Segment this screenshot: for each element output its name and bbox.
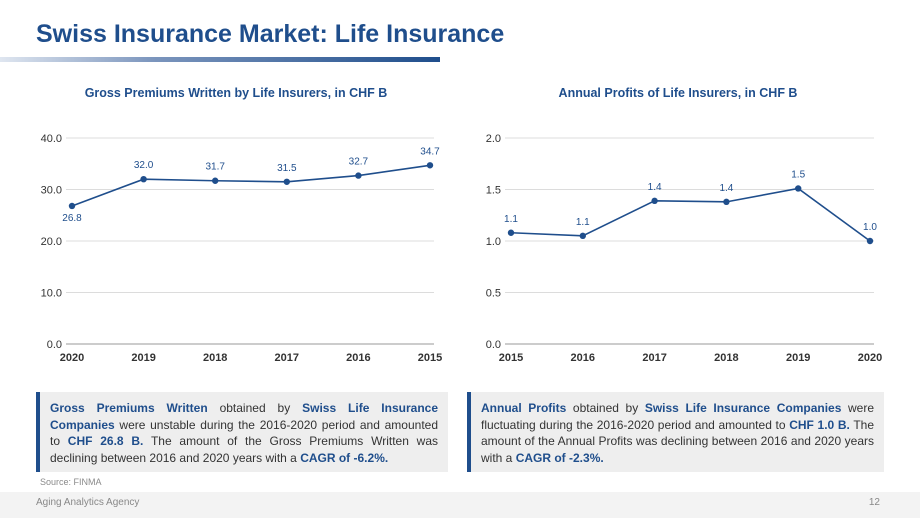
series-line: [510, 187, 871, 242]
note-term: Gross Premiums Written: [50, 401, 208, 415]
note-term: CAGR of -2.3%.: [515, 450, 604, 465]
data-point: [283, 178, 290, 185]
note-term: CHF 26.8 B.: [67, 434, 144, 448]
y-tick-label: 0.0: [486, 339, 501, 351]
y-tick-label: 2.0: [486, 133, 501, 145]
x-tick-label: 2020: [60, 352, 84, 364]
premiums-summary: Gross Premiums Written obtained by Swiss…: [36, 392, 448, 472]
x-tick-label: 2019: [786, 352, 810, 364]
note-text: The amount of the Annual Profits was dec…: [481, 417, 874, 465]
data-label: 31.5: [277, 163, 297, 174]
note-text: obtained by: [566, 401, 645, 415]
chart-title-profits: Annual Profits of Life Insurers, in CHF …: [558, 86, 798, 100]
y-tick-label: 40.0: [41, 133, 62, 145]
y-tick-label: 20.0: [41, 236, 62, 248]
data-label: 1.4: [648, 182, 662, 193]
note-term: CAGR of -6.2%.: [300, 450, 389, 465]
y-tick-label: 0.5: [486, 288, 501, 300]
data-point: [140, 176, 147, 183]
y-tick-label: 10.0: [41, 288, 62, 300]
data-label: 32.0: [134, 160, 154, 171]
data-label: 1.4: [719, 183, 733, 194]
y-tick-label: 1.0: [486, 236, 501, 248]
x-tick-label: 2015: [418, 352, 442, 364]
page-number: 12: [868, 497, 880, 508]
premiums-line-chart: 0.0 10.0 20.0 30.0 40.0 2020 2019 2018 2017 2016 2…: [41, 133, 443, 364]
x-tick-label: 2018: [203, 352, 227, 364]
data-point: [355, 172, 362, 179]
profits-line-chart: 0.0 0.5 1.0 1.5 2.0 2015 2016 2017 2018 2019 2020 1…: [486, 133, 883, 364]
data-point: [723, 198, 730, 206]
page-title: Swiss Insurance Market: Life Insurance: [36, 20, 505, 48]
data-label: 34.7: [420, 146, 440, 157]
x-tick-label: 2016: [571, 352, 595, 364]
footer-bar: [0, 492, 920, 518]
note-term: CHF 1.0 B.: [789, 417, 850, 432]
note-text: were unstable during the 2016-2020 perio…: [50, 417, 438, 449]
x-tick-label: 2016: [346, 352, 370, 364]
note-term: Annual Profits: [481, 401, 567, 415]
y-tick-label: 30.0: [41, 185, 62, 197]
note-text: obtained by: [207, 401, 303, 415]
chart-title-premiums: Gross Premiums Written by Life Insurers,…: [84, 86, 388, 100]
data-point: [866, 237, 874, 245]
data-point: [579, 232, 586, 240]
data-label: 1.1: [504, 214, 518, 225]
note-term: Swiss Life Insurance Companies: [644, 401, 842, 415]
data-label: 26.8: [62, 213, 82, 224]
source-note: Source: FINMA: [40, 477, 102, 487]
footer-agency: Aging Analytics Agency: [36, 497, 140, 508]
series-line: [71, 164, 431, 207]
note-term: Swiss Life Insurance Companies: [50, 401, 439, 432]
data-point: [795, 185, 802, 192]
data-point: [212, 177, 219, 184]
y-tick-label: 0.0: [47, 339, 62, 351]
note-text: were fluctuating during the 2016-2020 pe…: [481, 401, 874, 432]
x-tick-label: 2019: [131, 352, 155, 364]
profits-summary: Annual Profits obtained by Swiss Life In…: [467, 392, 884, 472]
data-label: 1.1: [576, 217, 590, 228]
data-point: [651, 197, 658, 205]
y-tick-label: 1.5: [486, 185, 501, 197]
data-label: 31.7: [205, 162, 225, 173]
data-label: 32.7: [349, 157, 369, 168]
x-tick-label: 2017: [275, 352, 299, 364]
x-tick-label: 2018: [714, 352, 738, 364]
note-text: The amount of the Gross Premiums Written…: [50, 434, 438, 465]
data-point: [68, 202, 76, 210]
data-label: 1.5: [791, 169, 805, 180]
title-underline: [0, 57, 440, 62]
data-label: 1.0: [863, 222, 877, 233]
data-point: [507, 229, 515, 236]
x-tick-label: 2015: [499, 352, 523, 364]
data-point: [426, 162, 434, 169]
x-tick-label: 2017: [642, 352, 666, 364]
x-tick-label: 2020: [858, 352, 882, 364]
